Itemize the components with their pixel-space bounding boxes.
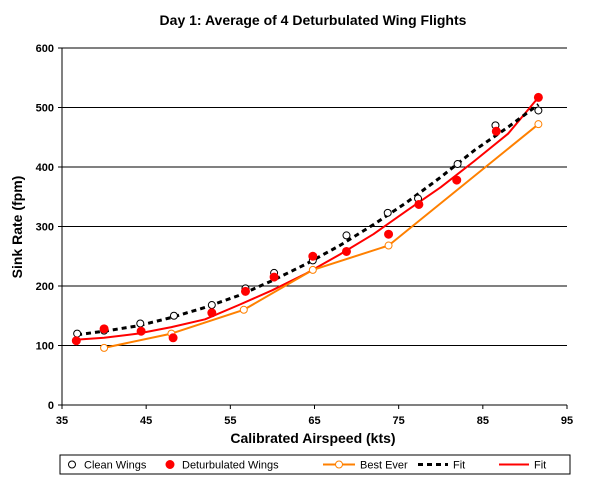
legend-box (59, 454, 571, 475)
y-tick-label: 600 (36, 43, 54, 55)
y-tick-label: 0 (48, 400, 54, 412)
data-point (534, 120, 543, 129)
legend-marker (68, 460, 76, 469)
series-3 (76, 103, 540, 337)
axes-layer: 0 100 200 300 400 500 600 35 45 55 65 75 85 95 (36, 43, 573, 427)
y-tick-label: 400 (36, 162, 54, 174)
series-1 (71, 92, 543, 346)
data-point (99, 324, 109, 334)
data-point (169, 311, 178, 320)
legend-item: Fit (418, 460, 465, 472)
legend-marker (335, 460, 343, 469)
data-point (100, 343, 109, 352)
data-point (308, 265, 317, 274)
data-point (269, 272, 279, 282)
x-tick-label: 75 (393, 415, 405, 427)
data-point (136, 326, 146, 336)
data-point (341, 246, 351, 256)
y-tick-label: 500 (36, 103, 54, 115)
x-tick-label: 65 (308, 415, 320, 427)
legend: Clean Wings Deturbulated Wings Best Ever Fi… (59, 454, 571, 475)
x-tick-label: 35 (56, 415, 68, 427)
data-point (414, 199, 424, 209)
x-tick-label: 95 (561, 415, 573, 427)
data-point (533, 92, 543, 102)
data-point (73, 329, 82, 338)
chart-title: Day 1: Average of 4 Deturbulated Wing Fl… (160, 12, 467, 28)
data-point (534, 106, 543, 115)
y-axis-label: Sink Rate (fpm) (9, 176, 25, 279)
data-point (342, 231, 351, 240)
x-axis-label: Calibrated Airspeed (kts) (230, 430, 395, 446)
legend-item: Clean Wings (68, 460, 147, 472)
y-tick-label: 300 (36, 222, 54, 234)
legend-marker (165, 460, 175, 469)
legend-item: Fit (499, 460, 546, 472)
data-point (136, 319, 145, 328)
series-4 (77, 96, 540, 341)
legend-label: Best Ever (360, 460, 408, 472)
series-0 (73, 106, 543, 338)
data-point (207, 308, 217, 318)
data-point (383, 208, 392, 217)
legend-item: Best Ever (323, 460, 408, 472)
data-point (452, 175, 462, 185)
legend-label: Clean Wings (84, 460, 147, 472)
data-point (491, 126, 501, 136)
data-point (239, 305, 248, 314)
legend-label: Fit (453, 460, 465, 472)
data-point (384, 241, 393, 250)
legend-item: Deturbulated Wings (165, 460, 279, 472)
series-2 (100, 120, 543, 352)
y-tick-label: 100 (36, 341, 54, 353)
grid-layer (62, 47, 567, 346)
series-line (77, 96, 540, 341)
data-point (384, 229, 394, 239)
x-tick-label: 85 (477, 415, 489, 427)
data-point (71, 336, 81, 346)
y-tick-label: 200 (36, 281, 54, 293)
data-point (168, 333, 178, 343)
data-point (308, 251, 318, 261)
data-point (453, 160, 462, 169)
data-point (207, 301, 216, 310)
series-line (76, 103, 540, 337)
data-point (240, 286, 250, 296)
legend-label: Fit (534, 460, 546, 472)
series-layer (71, 92, 543, 352)
series-line (103, 123, 540, 349)
legend-label: Deturbulated Wings (182, 460, 279, 472)
x-tick-label: 45 (140, 415, 152, 427)
x-tick-label: 55 (224, 415, 236, 427)
